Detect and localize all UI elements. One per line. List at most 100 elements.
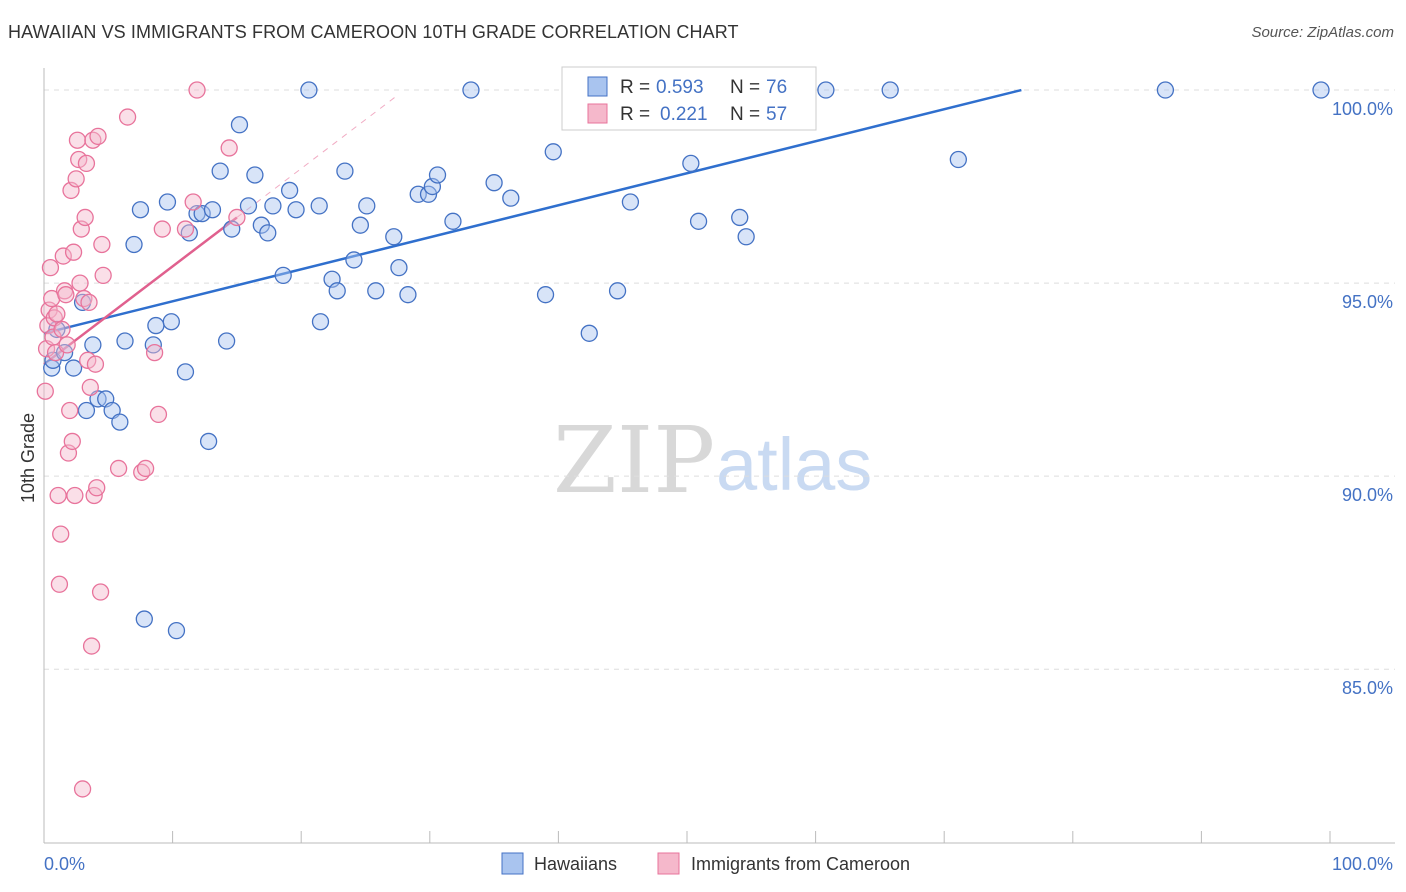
source-label: Source: ZipAtlas.com [1251, 24, 1394, 41]
hawaiian-point [287, 201, 305, 219]
cameroon-point [136, 459, 155, 478]
cameroon-point [82, 637, 101, 655]
hawaiian-point [176, 363, 195, 381]
cameroon-point [77, 154, 96, 173]
stats-swatch-blue [587, 76, 608, 97]
hawaiian-point [230, 116, 249, 134]
cameroon-point [43, 289, 61, 308]
watermark-atlas: atlas [716, 423, 872, 506]
hawaiian-point [682, 154, 700, 173]
hawaiian-point [689, 212, 708, 230]
stats-r-label-1: R = [620, 77, 650, 98]
hawaiian-point [131, 201, 150, 219]
watermark-zip: ZIP [553, 407, 715, 514]
cameroon-point [93, 235, 111, 254]
hawaiian-point [84, 336, 102, 354]
hawaiian-point [390, 259, 408, 277]
hawaiian-point [608, 282, 627, 300]
cameroon-point [89, 127, 107, 146]
cameroon-trend-extension [236, 94, 398, 218]
legend-swatch-hawaiians [501, 852, 524, 875]
hawaiian-point [199, 432, 218, 451]
hawaiian-point [485, 174, 503, 192]
axes: 85.0% 90.0% 95.0% 100.0% 0.0% 100.0% [43, 68, 1395, 874]
cameroon-point [176, 220, 195, 238]
cameroon-point [86, 355, 105, 373]
hawaiian-point [328, 282, 346, 300]
hawaiian-point [274, 266, 292, 285]
hawaiian-trend-line [43, 88, 1022, 335]
stats-swatch-pink [587, 103, 608, 124]
cameroon-point [80, 293, 98, 312]
hawaiian-point [125, 235, 143, 254]
hawaiian-point [280, 181, 299, 200]
legend-swatch-cameroon [657, 852, 680, 875]
data-points [36, 81, 1330, 798]
cameroon-point [68, 131, 87, 149]
stats-n-value-2: 57 [766, 104, 787, 125]
cameroon-point [50, 575, 69, 593]
hawaiian-point [203, 201, 222, 219]
cameroon-point [228, 208, 246, 227]
hawaiian-point [116, 332, 134, 350]
cameroon-point [66, 486, 84, 505]
cameroon-point [76, 208, 94, 227]
hawaiian-point [147, 316, 165, 335]
cameroon-point [88, 479, 106, 497]
hawaiian-point [345, 251, 363, 269]
y-tick-label: 90.0% [1342, 485, 1393, 505]
hawaiian-point [300, 81, 318, 99]
cameroon-point [109, 459, 128, 478]
stats-n-value-1: 76 [766, 77, 787, 98]
cameroon-point [153, 220, 171, 238]
hawaiian-point [336, 162, 354, 180]
cameroon-point [52, 525, 70, 543]
trend-lines [43, 88, 1022, 366]
hawaiian-point [1312, 81, 1330, 99]
cameroon-point [54, 247, 72, 265]
hawaiian-point [351, 216, 370, 234]
hawaiian-point [259, 224, 277, 242]
hawaiian-point [737, 228, 755, 246]
hawaiian-point [167, 621, 186, 640]
hawaiian-point [731, 208, 749, 227]
hawaiian-point [580, 324, 598, 342]
x-tick-label-min: 0.0% [44, 854, 85, 874]
hawaiian-point [385, 228, 403, 246]
stats-n-label-1: N = [730, 77, 760, 98]
hawaiian-point [502, 189, 520, 207]
hawaiian-point [544, 143, 562, 161]
cameroon-point [71, 274, 89, 292]
x-tick-label-max: 100.0% [1332, 854, 1393, 874]
hawaiian-point [264, 197, 282, 215]
y-tick-label: 85.0% [1342, 678, 1393, 698]
hawaiian-point [621, 193, 640, 211]
stats-legend-box: R = 0.593 N = 76 R = 0.221 N = 57 [561, 66, 817, 131]
hawaiian-point [817, 81, 835, 99]
hawaiian-point [358, 197, 376, 215]
cameroon-point [53, 320, 71, 339]
stats-r-value-2: 0.221 [660, 104, 708, 125]
stats-r-label-2: R = [620, 104, 650, 125]
cameroon-point [184, 193, 202, 211]
cameroon-point [188, 81, 206, 99]
cameroon-point [48, 305, 66, 323]
hawaiian-point [949, 150, 967, 169]
hawaiian-point [111, 413, 129, 431]
chart-title: HAWAIIAN VS IMMIGRANTS FROM CAMEROON 10T… [8, 22, 739, 42]
hawaiian-point [881, 81, 899, 99]
cameroon-point [91, 583, 110, 601]
hawaiian-point [310, 197, 328, 215]
hawaiian-point [1156, 81, 1175, 99]
cameroon-point [41, 259, 60, 277]
stats-r-value-1: 0.593 [656, 77, 704, 98]
hawaiian-point [193, 204, 211, 223]
hawaiian-point [367, 282, 385, 300]
cameroon-point [49, 486, 67, 505]
hawaiian-point [428, 166, 447, 184]
cameroon-point [61, 401, 79, 420]
hawaiian-point [77, 401, 96, 420]
hawaiian-point [135, 610, 153, 628]
cameroon-point [64, 243, 83, 261]
